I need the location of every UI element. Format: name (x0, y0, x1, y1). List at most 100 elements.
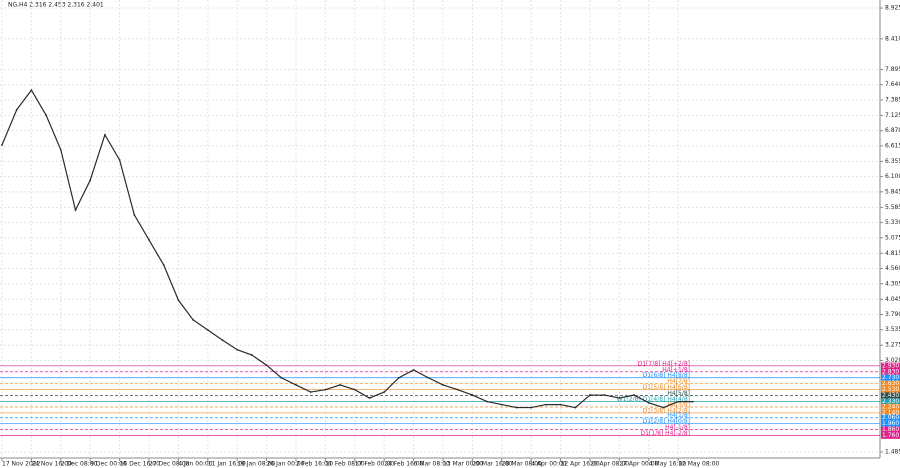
x-tick-label: 20 Apr 08:00 (590, 461, 629, 468)
y-tick-label: 5.585 (885, 204, 900, 211)
level-label: 2.240 (882, 403, 899, 410)
x-tick-label: 20 Mar 16:00 (472, 461, 512, 468)
price-point (251, 354, 253, 356)
price-point (677, 400, 680, 403)
price-point (500, 403, 503, 406)
y-tick-label: 1.485 (885, 449, 900, 456)
y-tick-label: 5.845 (885, 188, 900, 195)
y-tick-label: 4.305 (885, 280, 900, 287)
y-tick-label: 6.870 (885, 127, 900, 134)
x-tick-label: 9 Dec 00:00 (90, 461, 127, 468)
level-name: D1[7/8] H4[+2/8] (638, 360, 690, 367)
level-label: 2.730 (882, 374, 899, 381)
level-label: 2.830 (882, 368, 899, 375)
price-point (280, 376, 283, 379)
price-point (456, 388, 459, 391)
level-box (881, 398, 900, 405)
y-tick-label: 6.615 (885, 142, 900, 149)
level-box (881, 374, 900, 381)
level-box (881, 380, 900, 387)
price-point (427, 376, 430, 379)
x-tick-label: 12 Apr 16:00 (561, 461, 600, 468)
level-name: W1[2/8] D1[4/8] H4[4/8] (617, 396, 690, 403)
level-box (881, 414, 900, 421)
price-point (368, 397, 371, 399)
price-point (692, 400, 694, 403)
level-box (881, 362, 900, 370)
y-tick-label: 8.925 (885, 5, 900, 12)
y-tick-label: 7.385 (885, 96, 900, 103)
price-point (221, 339, 224, 342)
price-point (324, 388, 327, 391)
y-tick-label: 3.275 (885, 342, 900, 349)
y-tick-label: 7.895 (885, 66, 900, 73)
y-tick-label: 6.355 (885, 158, 900, 165)
y-tick-label: 5.075 (885, 234, 900, 241)
price-point (412, 369, 415, 371)
y-tick-label: 7.125 (885, 112, 900, 119)
x-tick-label: 17 Feb 00:00 (355, 461, 395, 468)
chart-title: NG,H4 2.316 2.453 2.316 2.401 (8, 2, 104, 9)
price-point (236, 348, 239, 351)
price-point (603, 394, 606, 396)
y-tick-label: 8.410 (885, 35, 900, 42)
x-tick-label: 13 Mar 00:00 (443, 461, 483, 468)
x-tick-label: 4 May 16:00 (649, 461, 687, 468)
price-point (30, 89, 33, 92)
price-point (574, 406, 577, 409)
y-tick-label: 5.330 (885, 219, 900, 226)
price-point (353, 388, 356, 391)
x-tick-label: 10 Feb 08:00 (325, 461, 365, 468)
price-point (398, 376, 400, 379)
level-name: H4[+1/8] (662, 366, 690, 373)
x-tick-label: 28 Mar 08:00 (502, 461, 542, 468)
level-name: H4[-1/8] (665, 424, 690, 431)
level-label: 1.760 (882, 432, 899, 439)
price-point (74, 209, 77, 211)
x-tick-label: 4 Jan 00:00 (178, 461, 212, 468)
y-tick-label: 6.100 (885, 173, 900, 180)
x-tick-label: 27 Dec 08:00 (149, 461, 190, 468)
y-tick-label: 4.045 (885, 296, 900, 303)
x-tick-label: 17 Nov 2022 (2, 461, 41, 468)
x-tick-label: 24 Nov 16:00 (31, 461, 72, 468)
level-box (881, 420, 900, 427)
price-point (486, 400, 488, 403)
x-tick-label: 4 Apr 00:00 (531, 461, 566, 468)
price-point (559, 403, 562, 406)
level-box (881, 368, 900, 375)
price-point (177, 299, 180, 302)
price-point (647, 401, 650, 404)
level-name: D1[5/8] H4[6/8] (643, 384, 690, 391)
price-point (633, 394, 635, 396)
y-tick-label: 3.790 (885, 311, 900, 318)
level-name: H4[3/8] (667, 401, 690, 408)
price-point (589, 394, 591, 396)
level-name: D1[6/8] H4[8/8] (643, 372, 690, 379)
level-box (881, 386, 900, 393)
level-name: H4[5/8] (667, 390, 690, 397)
price-point (133, 213, 136, 216)
price-point (309, 391, 312, 393)
price-point (59, 148, 62, 151)
price-point (1, 144, 3, 146)
level-label: 1.960 (882, 420, 899, 427)
price-point (206, 329, 209, 331)
level-name: D1[1/8] H4[-2/8] (640, 430, 690, 437)
level-label: 1.860 (882, 426, 899, 433)
price-point (618, 397, 621, 399)
price-point (15, 108, 18, 111)
price-point (662, 406, 665, 409)
price-point (545, 403, 547, 406)
price-point (89, 179, 92, 182)
x-tick-label: 27 Apr 00:00 (619, 461, 658, 468)
price-point (295, 383, 297, 386)
level-label: 2.330 (882, 398, 899, 405)
level-label: 2.430 (882, 392, 899, 399)
price-point (383, 391, 386, 393)
x-tick-label: 6 Mar 08:00 (414, 461, 450, 468)
price-point (148, 238, 150, 241)
x-tick-label: 16 Dec 16:00 (120, 461, 161, 468)
